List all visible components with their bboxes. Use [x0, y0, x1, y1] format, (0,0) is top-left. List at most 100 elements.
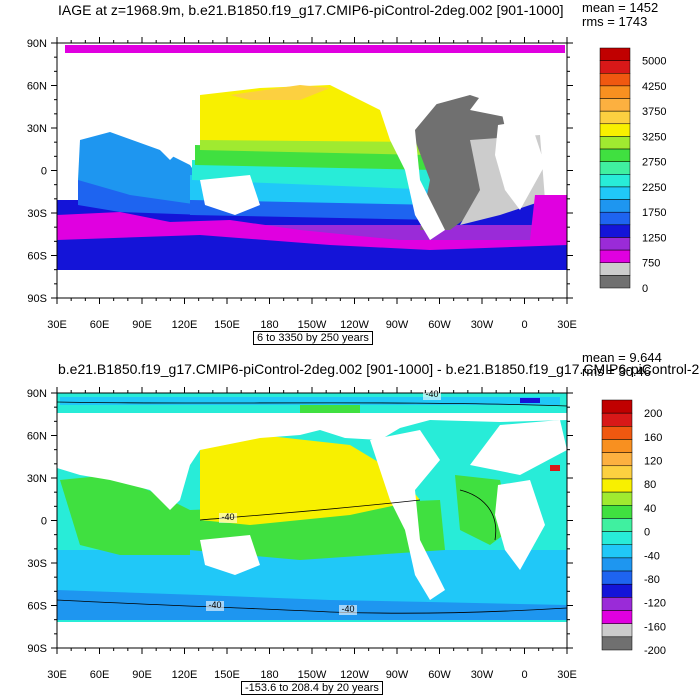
top-lon-label: 180: [260, 319, 278, 331]
bottom-contour-label: -40: [341, 604, 354, 614]
bottom-rms: rms = 30.46: [582, 364, 652, 379]
bottom-mean: mean = 9.644: [582, 350, 662, 365]
bottom-colorbar-swatch: [601, 557, 633, 572]
top-land-eurasia: [57, 53, 567, 160]
top-colorbar-label: 1750: [642, 207, 666, 219]
top-colorbar-label: 3250: [642, 131, 666, 143]
bottom-colorbar-swatch: [601, 570, 633, 585]
bottom-colorbar-swatch: [601, 412, 633, 427]
bottom-region-red-spot: [550, 465, 560, 471]
bottom-colorbar-label: 0: [644, 527, 650, 539]
top-colorbar-swatch: [599, 60, 631, 74]
top-lat-label: 30S: [27, 208, 47, 220]
bottom-colorbar-label: -120: [644, 598, 666, 610]
top-colorbar-label: 3750: [642, 106, 666, 118]
top-lat-label: 90N: [27, 38, 47, 50]
bottom-lon-label: 0: [521, 669, 527, 681]
top-colorbar-label: 750: [642, 258, 660, 270]
top-colorbar-label: 2250: [642, 182, 666, 194]
top-colorbar-swatch: [599, 47, 631, 61]
bottom-colorbar-swatch: [601, 426, 633, 440]
top-colorbar-swatch: [599, 148, 631, 162]
top-colorbar-swatch: [599, 123, 631, 137]
bottom-axes: 90N 60N 30N 0 30S 60S 90S 30E 60E 90E 120E 150E 180 1…: [27, 387, 577, 681]
top-land-africa: [495, 120, 545, 210]
bottom-colorbar-swatch: [601, 491, 633, 506]
bottom-lat-label: 30N: [27, 473, 47, 485]
bottom-colorbar-label: 200: [644, 408, 662, 420]
top-lon-label: 150E: [214, 319, 240, 331]
top-region-atlantic-magenta: [530, 195, 567, 240]
top-lon-label: 30E: [557, 319, 577, 331]
top-lon-label: 60W: [428, 319, 451, 331]
bottom-colorbar-swatch: [601, 610, 633, 624]
bottom-lat-label: 0: [41, 516, 47, 528]
top-land-australia: [200, 175, 260, 215]
top-lon-label: 30W: [471, 319, 494, 331]
bottom-contour-atlantic: [459, 489, 497, 541]
bottom-lon-label: 120E: [172, 669, 198, 681]
bottom-lon-label: 150W: [298, 669, 327, 681]
bottom-colorbar-label: -160: [644, 621, 666, 633]
bottom-lon-label: 30E: [47, 669, 67, 681]
top-colorbar-swatch: [599, 186, 631, 200]
top-colorbar: 5000 4250 3750 3250 2750 2250 1750 1250 750 0: [599, 47, 666, 295]
bottom-colorbar-swatch: [601, 583, 633, 598]
bottom-colorbar-swatch: [601, 452, 633, 467]
bottom-colorbar-label: 120: [644, 456, 662, 468]
bottom-colorbar-swatch: [601, 505, 633, 519]
top-axes: 90N 60N 30N 0 30S 60S 90S 30E 60E 90E 120E 150E 180 1…: [27, 37, 577, 331]
bottom-colorbar-swatch: [601, 597, 633, 611]
top-colorbar-swatch: [599, 249, 631, 263]
bottom-contour-label: -40: [208, 600, 221, 610]
bottom-colorbar-label: -80: [644, 574, 660, 586]
bottom-contour-label: -40: [221, 512, 234, 522]
bottom-land-eurasia: [57, 413, 567, 510]
top-colorbar-label: 0: [642, 283, 648, 295]
bottom-colorbar-swatch: [601, 636, 633, 651]
bottom-colorbar-swatch: [601, 439, 633, 453]
bottom-colorbar-swatch: [601, 518, 633, 532]
top-map-svg: 90N 60N 30N 0 30S 60S 90S 30E 60E 90E 120E 150E 180 1…: [27, 37, 666, 331]
bottom-colorbar-label: 80: [644, 479, 656, 491]
bottom-contour-label-bg: [206, 601, 224, 611]
top-land-europe: [470, 65, 567, 120]
bottom-land-europe: [470, 420, 567, 475]
bottom-colorbar-swatch: [601, 623, 633, 638]
top-lat-label: 60S: [27, 251, 47, 263]
bottom-title: b.e21.B1850.f19_g17.CMIP6-piControl-2deg…: [58, 361, 700, 377]
top-range-box: 6 to 3350 by 250 years: [253, 331, 373, 345]
top-colorbar-swatch: [599, 199, 631, 213]
top-land-antarctica: [57, 272, 567, 298]
top-colorbar-swatch: [599, 98, 631, 112]
bottom-contour-arctic: [57, 401, 567, 407]
top-colorbar-swatch: [599, 275, 631, 289]
top-region-antarctic-blue: [57, 235, 567, 270]
bottom-contour-label-bg: [219, 513, 237, 523]
bottom-lon-label: 60W: [428, 669, 451, 681]
top-colorbar-label: 5000: [642, 56, 666, 68]
bottom-lon-label: 30W: [471, 669, 494, 681]
bottom-lat-label: 60N: [27, 431, 47, 443]
bottom-range-box: -153.6 to 208.4 by 20 years: [241, 681, 383, 695]
bottom-colorbar-swatch: [601, 399, 633, 414]
bottom-lon-label: 90W: [386, 669, 409, 681]
top-map-field: [57, 45, 567, 298]
bottom-lat-label: 60S: [27, 601, 47, 613]
bottom-lat-label: 90N: [27, 388, 47, 400]
top-colorbar-swatch: [599, 161, 631, 175]
top-panel: IAGE at z=1968.9m, b.e21.B1850.f19_g17.C…: [27, 1, 666, 345]
top-colorbar-label: 4250: [642, 81, 666, 93]
top-stats: mean = 1452 rms = 1743: [582, 1, 658, 29]
top-region-arctic: [65, 45, 565, 53]
bottom-panel: b.e21.B1850.f19_g17.CMIP6-piControl-2deg…: [0, 350, 700, 700]
bottom-region-north-pacific: [200, 435, 420, 525]
bottom-map-field: [57, 393, 567, 648]
bottom-contour-south: [57, 599, 567, 614]
top-colorbar-swatch: [599, 174, 631, 188]
bottom-land-africa: [495, 480, 545, 570]
top-colorbar-swatch: [599, 211, 631, 226]
top-colorbar-swatch: [599, 237, 631, 251]
bottom-region-arctic: [60, 397, 560, 405]
